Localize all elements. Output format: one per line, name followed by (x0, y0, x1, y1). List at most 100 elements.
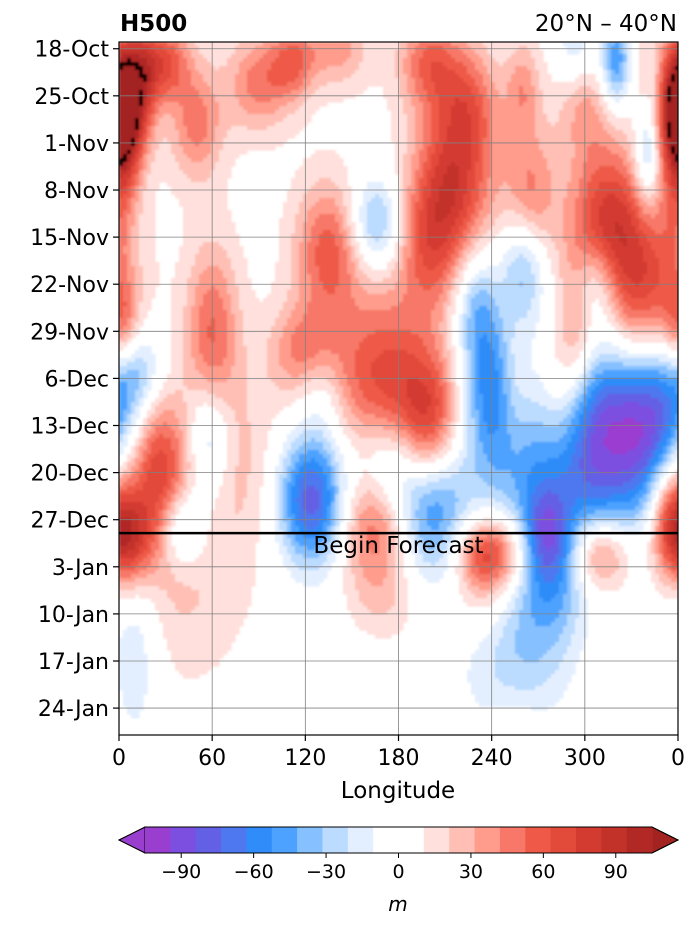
heatmap-cell (215, 206, 220, 211)
heatmap-cell (591, 142, 596, 147)
heatmap-cell (187, 82, 192, 87)
heatmap-cell (663, 134, 668, 139)
heatmap-cell (347, 190, 352, 195)
heatmap-cell (391, 138, 396, 143)
heatmap-cell (339, 178, 344, 183)
heatmap-cell (243, 94, 248, 99)
heatmap-cell (347, 50, 352, 55)
heatmap-cell (607, 134, 612, 139)
heatmap-cell (455, 170, 460, 175)
heatmap-cell (191, 66, 196, 71)
heatmap-cell (643, 190, 648, 195)
heatmap-cell (203, 90, 208, 95)
heatmap-cell (443, 106, 448, 111)
heatmap-cell (595, 166, 600, 171)
heatmap-cell (515, 94, 520, 99)
heatmap-cell (399, 194, 404, 199)
heatmap-cell (203, 98, 208, 103)
heatmap-cell (239, 82, 244, 87)
heatmap-cell (527, 110, 532, 115)
heatmap-cell (499, 158, 504, 163)
heatmap-cell (207, 70, 212, 75)
heatmap-cell (223, 102, 228, 107)
heatmap-cell (191, 182, 196, 187)
heatmap-cell (207, 46, 212, 51)
heatmap-cell (311, 102, 316, 107)
heatmap-cell (247, 42, 252, 47)
heatmap-cell (415, 146, 420, 151)
heatmap-cell (499, 154, 504, 159)
heatmap-cell (555, 118, 560, 123)
heatmap-cell (603, 122, 608, 127)
heatmap-cell (487, 198, 492, 203)
heatmap-cell (187, 166, 192, 171)
heatmap-cell (311, 110, 316, 115)
heatmap-cell (531, 70, 536, 75)
heatmap-cell (335, 186, 340, 191)
heatmap-cell (675, 78, 678, 83)
heatmap-cell (591, 194, 596, 199)
heatmap-cell (311, 90, 316, 95)
heatmap-cell (639, 74, 644, 79)
heatmap-cell (551, 206, 556, 211)
heatmap-cell (407, 126, 412, 131)
heatmap-cell (467, 82, 472, 87)
heatmap-cell (435, 158, 440, 163)
heatmap-cell (359, 54, 364, 59)
heatmap-cell (331, 210, 336, 215)
heatmap-cell (195, 154, 200, 159)
heatmap-cell (675, 130, 678, 135)
heatmap-cell (643, 138, 648, 143)
heatmap-cell (231, 134, 236, 139)
heatmap-cell (139, 74, 144, 79)
heatmap-cell (219, 86, 224, 91)
heatmap-cell (191, 50, 196, 55)
heatmap-cell (507, 138, 512, 143)
heatmap-cell (507, 162, 512, 167)
heatmap-cell (651, 186, 656, 191)
heatmap-cell (535, 110, 540, 115)
heatmap-cell (675, 62, 678, 67)
heatmap-cell (507, 206, 512, 211)
heatmap-cell (451, 98, 456, 103)
heatmap-cell (651, 82, 656, 87)
heatmap-cell (475, 210, 480, 215)
heatmap-cell (519, 110, 524, 115)
heatmap-cell (631, 190, 636, 195)
heatmap-cell (519, 138, 524, 143)
heatmap-cell (459, 98, 464, 103)
heatmap-cell (483, 50, 488, 55)
heatmap-cell (139, 122, 144, 127)
heatmap-cell (455, 122, 460, 127)
heatmap-cell (191, 134, 196, 139)
heatmap-cell (527, 70, 532, 75)
heatmap-cell (167, 102, 172, 107)
heatmap-cell (143, 174, 148, 179)
heatmap-cell (467, 198, 472, 203)
heatmap-cell (243, 106, 248, 111)
heatmap-cell (183, 130, 188, 135)
heatmap-cell (547, 174, 552, 179)
heatmap-cell (439, 90, 444, 95)
heatmap-cell (315, 54, 320, 59)
heatmap-cell (535, 186, 540, 191)
heatmap-cell (147, 126, 152, 131)
heatmap-cell (507, 74, 512, 79)
heatmap-cell (483, 98, 488, 103)
heatmap-cell (431, 162, 436, 167)
heatmap-cell (527, 194, 532, 199)
heatmap-cell (531, 138, 536, 143)
heatmap-cell (535, 90, 540, 95)
heatmap-cell (155, 62, 160, 67)
heatmap-cell (491, 66, 496, 71)
heatmap-cell (499, 66, 504, 71)
heatmap-cell (319, 186, 324, 191)
heatmap-cell (215, 62, 220, 67)
heatmap-cell (507, 54, 512, 59)
heatmap-cell (655, 146, 660, 151)
heatmap-cell (299, 170, 304, 175)
heatmap-cell (563, 210, 568, 215)
heatmap-cell (411, 114, 416, 119)
heatmap-cell (427, 134, 432, 139)
heatmap-cell (283, 94, 288, 99)
